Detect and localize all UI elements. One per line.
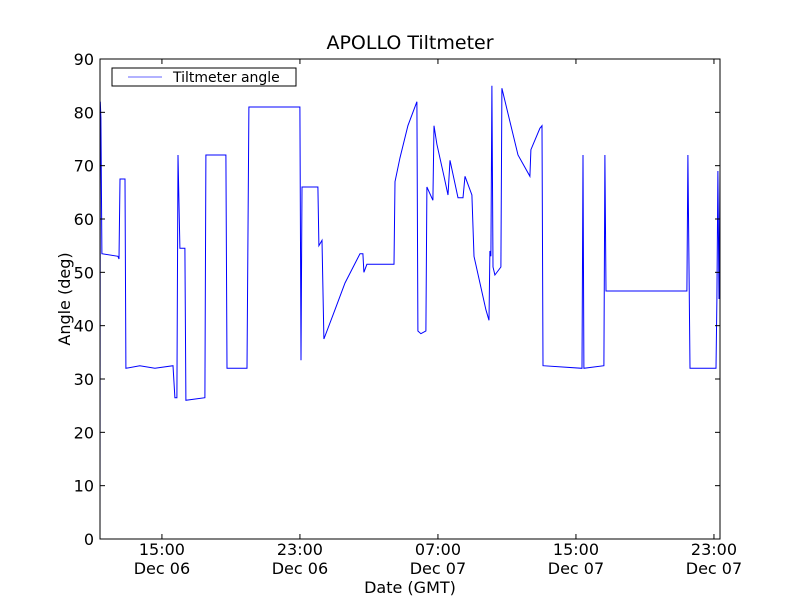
legend-box (111, 67, 297, 87)
y-tick-label: 10 (74, 477, 94, 496)
chart-title: APOLLO Tiltmeter (326, 32, 493, 54)
y-tick-label: 20 (74, 423, 94, 442)
legend-label: Tiltmeter angle (172, 70, 280, 86)
x-tick-date-label: Dec 06 (134, 559, 190, 578)
x-tick-time-label: 23:00 (691, 540, 737, 559)
y-tick-label: 0 (84, 530, 94, 549)
y-tick-label: 40 (74, 317, 94, 336)
series-layer (99, 85, 721, 540)
legend: Tiltmeter angle (111, 67, 297, 87)
x-tick-date-label: Dec 06 (272, 559, 328, 578)
y-tick-label: 30 (74, 370, 94, 389)
y-tick-label: 80 (74, 103, 94, 122)
series-line-tiltmeter-angle (99, 85, 721, 540)
x-tick-time-label: 15:00 (139, 540, 185, 559)
x-tick-time-label: 15:00 (553, 540, 599, 559)
y-tick-label: 60 (74, 210, 94, 229)
plot-frame (99, 58, 721, 540)
y-axis-label: Angle (deg) (55, 252, 74, 345)
x-tick-time-label: 07:00 (415, 540, 461, 559)
y-tick-label: 50 (74, 263, 94, 282)
y-tick-label: 70 (74, 157, 94, 176)
x-tick-date-label: Dec 07 (686, 559, 742, 578)
x-tick-date-label: Dec 07 (548, 559, 604, 578)
x-axis-label: Date (GMT) (364, 578, 456, 597)
y-tick-label: 90 (74, 50, 94, 69)
x-tick-time-label: 23:00 (277, 540, 323, 559)
x-tick-date-label: Dec 07 (410, 559, 466, 578)
